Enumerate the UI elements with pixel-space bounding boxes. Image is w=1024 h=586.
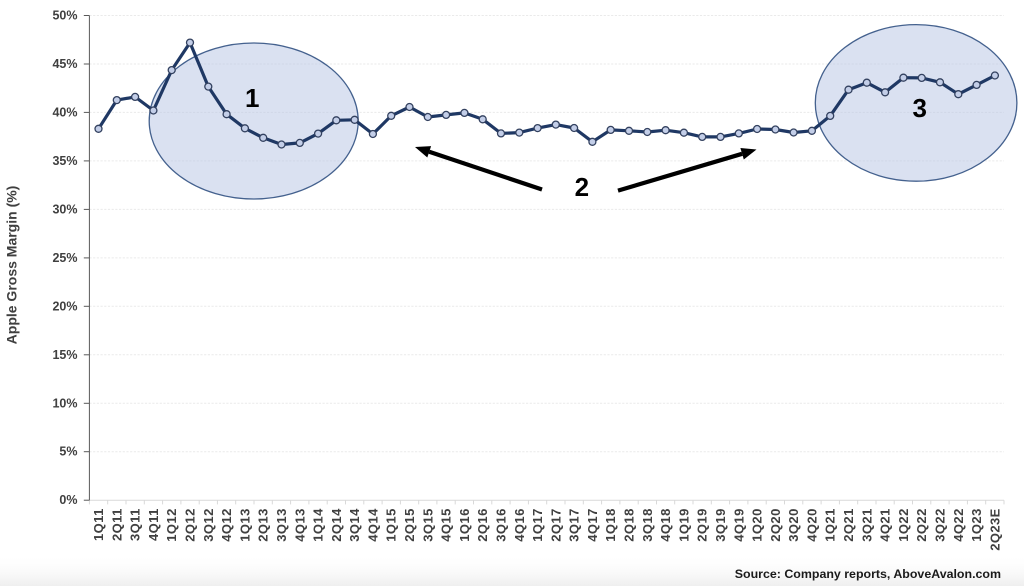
svg-text:2Q16: 2Q16 xyxy=(475,508,490,541)
svg-text:3Q19: 3Q19 xyxy=(713,508,728,541)
svg-text:1Q17: 1Q17 xyxy=(530,508,545,541)
svg-text:3Q16: 3Q16 xyxy=(494,508,509,541)
svg-text:1Q19: 1Q19 xyxy=(676,508,691,541)
svg-text:3Q15: 3Q15 xyxy=(420,508,435,541)
svg-text:1Q16: 1Q16 xyxy=(457,508,472,541)
svg-text:25%: 25% xyxy=(52,251,77,265)
svg-text:3Q14: 3Q14 xyxy=(347,508,362,542)
svg-text:4Q14: 4Q14 xyxy=(365,508,380,542)
svg-text:4Q11: 4Q11 xyxy=(146,508,161,541)
svg-text:3Q18: 3Q18 xyxy=(640,508,655,541)
svg-text:2Q20: 2Q20 xyxy=(768,508,783,541)
svg-text:45%: 45% xyxy=(52,57,77,71)
svg-text:0%: 0% xyxy=(59,493,77,507)
svg-text:1: 1 xyxy=(245,83,259,113)
svg-text:3Q12: 3Q12 xyxy=(201,508,216,541)
svg-text:2Q23E: 2Q23E xyxy=(987,508,1002,550)
svg-text:2Q11: 2Q11 xyxy=(109,508,124,541)
svg-text:4Q19: 4Q19 xyxy=(731,508,746,541)
svg-text:1Q21: 1Q21 xyxy=(823,508,838,541)
svg-text:4Q18: 4Q18 xyxy=(658,508,673,541)
svg-text:1Q23: 1Q23 xyxy=(969,508,984,541)
svg-text:20%: 20% xyxy=(52,299,77,313)
svg-text:1Q15: 1Q15 xyxy=(384,508,399,541)
svg-text:50%: 50% xyxy=(52,9,77,23)
svg-text:2Q13: 2Q13 xyxy=(256,508,271,541)
svg-text:4Q12: 4Q12 xyxy=(219,508,234,541)
svg-text:5%: 5% xyxy=(59,445,77,459)
svg-text:2Q19: 2Q19 xyxy=(695,508,710,541)
svg-text:1Q13: 1Q13 xyxy=(237,508,252,541)
svg-text:4Q20: 4Q20 xyxy=(804,508,819,541)
svg-text:1Q12: 1Q12 xyxy=(164,508,179,541)
svg-text:3Q17: 3Q17 xyxy=(567,508,582,541)
svg-text:2Q14: 2Q14 xyxy=(329,508,344,542)
svg-text:2Q12: 2Q12 xyxy=(183,508,198,541)
svg-text:4Q16: 4Q16 xyxy=(512,508,527,541)
svg-text:1Q11: 1Q11 xyxy=(91,508,106,541)
svg-text:1Q14: 1Q14 xyxy=(311,508,326,542)
svg-text:35%: 35% xyxy=(52,154,77,168)
svg-text:2Q15: 2Q15 xyxy=(402,508,417,541)
svg-text:15%: 15% xyxy=(52,348,77,362)
svg-text:2Q18: 2Q18 xyxy=(622,508,637,541)
svg-text:4Q22: 4Q22 xyxy=(951,508,966,541)
svg-text:1Q22: 1Q22 xyxy=(896,508,911,541)
svg-text:3: 3 xyxy=(912,93,926,123)
svg-text:3Q13: 3Q13 xyxy=(274,508,289,541)
svg-text:2: 2 xyxy=(575,172,589,202)
svg-text:2Q21: 2Q21 xyxy=(841,508,856,541)
svg-text:3Q22: 3Q22 xyxy=(933,508,948,541)
svg-text:2Q17: 2Q17 xyxy=(548,508,563,541)
svg-text:4Q17: 4Q17 xyxy=(585,508,600,541)
svg-text:10%: 10% xyxy=(52,396,77,410)
svg-text:3Q11: 3Q11 xyxy=(128,508,143,541)
svg-text:Source: Company reports, Above: Source: Company reports, AboveAvalon.com xyxy=(735,567,1001,581)
svg-text:2Q22: 2Q22 xyxy=(914,508,929,541)
svg-text:4Q21: 4Q21 xyxy=(878,508,893,541)
svg-text:Apple Gross Margin (%): Apple Gross Margin (%) xyxy=(4,186,20,345)
svg-text:1Q20: 1Q20 xyxy=(750,508,765,541)
svg-text:30%: 30% xyxy=(52,202,77,216)
svg-text:4Q13: 4Q13 xyxy=(292,508,307,541)
svg-text:3Q21: 3Q21 xyxy=(859,508,874,541)
svg-text:1Q18: 1Q18 xyxy=(603,508,618,541)
svg-text:40%: 40% xyxy=(52,105,77,119)
svg-text:4Q15: 4Q15 xyxy=(439,508,454,541)
svg-text:3Q20: 3Q20 xyxy=(786,508,801,541)
